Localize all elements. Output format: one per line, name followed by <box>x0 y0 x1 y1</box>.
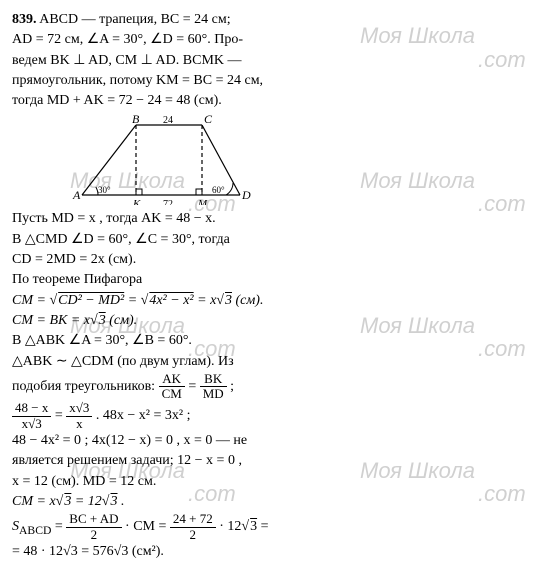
solution-text: 839. ABCD — трапеция, BC = 24 см; AD = 7… <box>12 10 546 562</box>
svg-text:C: C <box>204 115 213 126</box>
svg-text:60°: 60° <box>212 185 225 195</box>
text: является решением задачи; 12 − x = 0 , <box>12 451 546 471</box>
equation: CM = BK = x√3 (см). <box>12 311 546 331</box>
svg-text:A: A <box>72 188 81 202</box>
text: = 48 · 12√3 = 576√3 (см²). <box>12 542 546 562</box>
svg-text:24: 24 <box>163 115 173 126</box>
equation: SABCD = BC + AD2 · CM = 24 + 722 · 12√3 … <box>12 512 546 542</box>
text: ведем BK ⊥ AD, CM ⊥ AD. BCMK — <box>12 51 546 71</box>
equation: подобия треугольников: AKCM = BKMD ; <box>12 372 546 402</box>
text: В △ABK ∠A = 30°, ∠B = 60°. <box>12 331 546 351</box>
equation: 48 − xx√3 = x√3x . 48x − x² = 3x² ; <box>12 401 546 431</box>
text: ABCD — трапеция, BC = 24 см; <box>39 12 230 27</box>
text: △ABK ∼ △CDM (по двум углам). Из <box>12 352 546 372</box>
equation: CM = √CD² − MD² = √4x² − x² = x√3 (см). <box>12 291 546 311</box>
text: 48 − 4x² = 0 ; 4x(12 − x) = 0 , x = 0 — … <box>12 431 546 451</box>
problem-number: 839. <box>12 12 37 27</box>
text: По теореме Пифагора <box>12 270 546 290</box>
svg-text:30°: 30° <box>98 185 111 195</box>
svg-text:K: K <box>132 198 141 205</box>
text: CD = 2MD = 2x (см). <box>12 250 546 270</box>
text: AD = 72 см, ∠A = 30°, ∠D = 60°. Про- <box>12 30 546 50</box>
equation: CM = x√3 = 12√3 . <box>12 492 546 512</box>
trapezoid-diagram: A B C D K M 24 72 30° 60° <box>72 115 252 205</box>
svg-text:M: M <box>197 198 208 205</box>
text: Пусть MD = x , тогда AK = 48 − x. <box>12 209 546 229</box>
text: прямоугольник, потому KM = BC = 24 см, <box>12 71 546 91</box>
svg-text:D: D <box>241 188 251 202</box>
text: тогда MD + AK = 72 − 24 = 48 (см). <box>12 91 546 111</box>
svg-text:72: 72 <box>163 199 173 205</box>
text: x = 12 (см). MD = 12 см. <box>12 472 546 492</box>
svg-text:B: B <box>132 115 140 126</box>
text: В △CMD ∠D = 60°, ∠C = 30°, тогда <box>12 230 546 250</box>
